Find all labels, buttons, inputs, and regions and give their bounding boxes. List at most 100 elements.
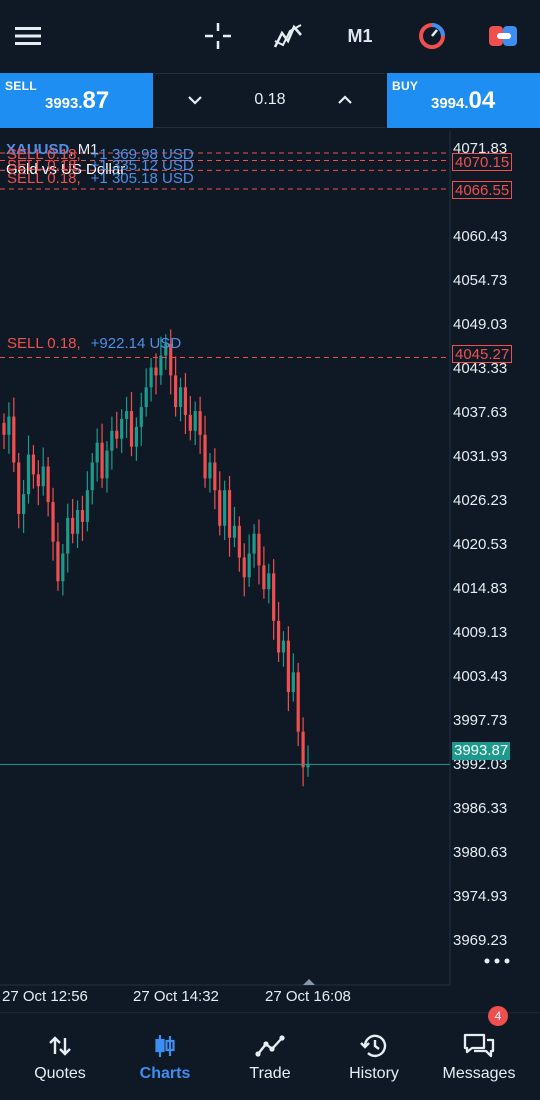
- y-axis-label: 3986.33: [453, 800, 508, 817]
- candle-body: [247, 553, 251, 578]
- charts-icon: [111, 1031, 219, 1061]
- top-toolbar: M1: [0, 0, 540, 72]
- nav-label: Quotes: [34, 1065, 86, 1082]
- y-axis-label: 4020.53: [453, 536, 508, 553]
- candle-body: [213, 462, 217, 491]
- candle-body: [296, 672, 300, 732]
- candle-body: [232, 525, 237, 538]
- candle-body: [105, 450, 109, 479]
- chart-canvas: [0, 130, 451, 986]
- candle-body: [144, 387, 148, 408]
- candle-body: [41, 466, 45, 487]
- candle-body: [7, 416, 11, 435]
- volume-decrease-button[interactable]: [183, 88, 207, 112]
- quotes-icon: [6, 1031, 114, 1061]
- indicators-icon[interactable]: [270, 18, 306, 54]
- messages-icon: [425, 1031, 533, 1061]
- nav-messages[interactable]: Messages: [425, 1013, 533, 1100]
- order-lines-group: [0, 152, 450, 765]
- candle-body: [110, 430, 114, 451]
- volume-value[interactable]: 0.18: [254, 91, 286, 108]
- candle-body: [71, 517, 75, 534]
- order-label[interactable]: SELL 0.18, +1 305.18 USD: [7, 170, 194, 187]
- candle-body: [56, 541, 60, 582]
- crosshair-icon[interactable]: [200, 18, 236, 54]
- y-axis-label: 4009.13: [453, 624, 508, 641]
- candle-body: [139, 407, 143, 427]
- candle-body: [61, 553, 65, 582]
- y-axis-label: 3980.63: [453, 844, 508, 861]
- buy-button[interactable]: BUY 3994.04: [387, 73, 540, 128]
- symbol-label: XAUUSD, M1: [6, 141, 99, 158]
- candle-body: [149, 367, 153, 388]
- candle-body: [90, 462, 94, 491]
- candle-body: [80, 510, 85, 522]
- y-axis-label: 4014.83: [453, 580, 508, 597]
- candle-body: [242, 557, 246, 578]
- candle-body: [17, 462, 21, 514]
- order-label[interactable]: SELL 0.18, +1 335.12 USD: [7, 157, 194, 174]
- candle-body: [75, 510, 80, 534]
- y-axis-label: 3997.73: [453, 712, 508, 729]
- candle-body: [22, 494, 26, 514]
- candle-body: [66, 517, 70, 554]
- candle-body: [159, 355, 163, 376]
- candles-group: [2, 329, 310, 787]
- candle-body: [178, 387, 183, 408]
- y-axis-label: 3974.93: [453, 888, 508, 905]
- candle-body: [169, 343, 173, 376]
- history-icon: [320, 1031, 428, 1061]
- y-axis-label: 4037.63: [453, 404, 508, 421]
- sell-price: 3993.87: [45, 87, 110, 114]
- candle-body: [193, 411, 197, 431]
- more-icon[interactable]: [483, 955, 513, 967]
- order-price-tag: 4045.27: [452, 345, 513, 363]
- candle-body: [95, 442, 99, 463]
- y-axis-label: 3992.03: [453, 756, 508, 773]
- one-click-trading-icon[interactable]: [414, 18, 450, 54]
- order-label[interactable]: SELL 0.18, +922.14 USD: [7, 335, 182, 352]
- candle-body: [301, 731, 305, 768]
- x-axis-label: 27 Oct 16:08: [265, 988, 351, 1005]
- candle-body: [31, 454, 36, 475]
- candle-body: [120, 418, 124, 439]
- messages-badge: 4: [488, 1006, 508, 1026]
- nav-label: Charts: [139, 1065, 191, 1082]
- y-axis-label: 4026.23: [453, 492, 508, 509]
- nav-charts[interactable]: Charts: [111, 1013, 219, 1100]
- sell-button[interactable]: SELL 3993.87: [0, 73, 153, 128]
- price-chart[interactable]: XAUUSD, M1 Gold vs US Dollar SELL 0.18, +…: [0, 130, 540, 1010]
- candle-body: [252, 533, 256, 554]
- y-axis-label: 4003.43: [453, 668, 508, 685]
- buy-label: BUY: [392, 79, 419, 93]
- candle-body: [85, 490, 89, 522]
- nav-label: History: [349, 1065, 399, 1082]
- y-axis-label: 4031.93: [453, 448, 508, 465]
- order-label[interactable]: SELL 0.18, +1 369.98 USD: [7, 146, 194, 163]
- x-axis-label: 27 Oct 12:56: [2, 988, 88, 1005]
- bottom-navigation: Quotes Charts Trade History Messages: [0, 1012, 540, 1100]
- order-icon[interactable]: [485, 18, 521, 54]
- y-axis-label: 3969.23: [453, 932, 508, 949]
- candle-body: [188, 415, 192, 431]
- candle-body: [36, 474, 40, 487]
- volume-increase-button[interactable]: [333, 88, 357, 112]
- order-price-tag: 4070.15: [452, 153, 513, 171]
- y-axis-label: 4054.73: [453, 272, 508, 289]
- nav-trade[interactable]: Trade: [216, 1013, 324, 1100]
- candle-body: [183, 387, 188, 415]
- nav-quotes[interactable]: Quotes: [6, 1013, 114, 1100]
- candle-body: [276, 620, 281, 653]
- candle-body: [306, 764, 310, 768]
- nav-history[interactable]: History: [320, 1013, 428, 1100]
- candle-body: [115, 430, 119, 439]
- candle-body: [154, 367, 158, 376]
- candle-body: [51, 502, 55, 542]
- candle-body: [237, 525, 241, 558]
- candle-body: [267, 573, 271, 590]
- scroll-marker: [303, 979, 315, 985]
- hamburger-icon[interactable]: [10, 18, 46, 54]
- timeframe-button[interactable]: M1: [347, 25, 373, 46]
- order-price-tag: 4066.55: [452, 181, 513, 199]
